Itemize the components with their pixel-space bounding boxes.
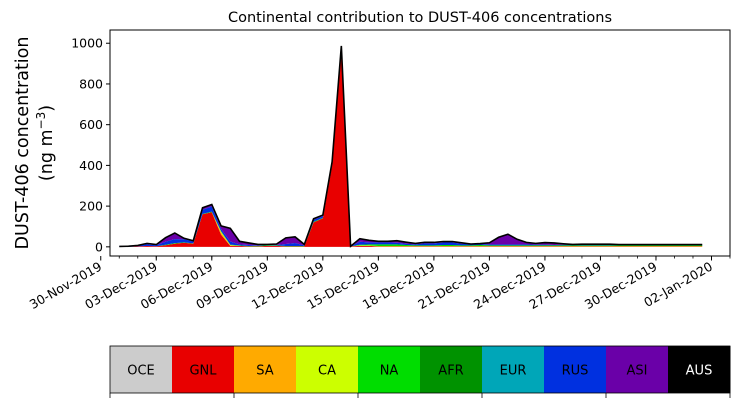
legend-frame xyxy=(109,345,731,394)
y-tick-label: 800 xyxy=(79,76,103,91)
legend-label: RUS xyxy=(562,364,589,379)
area-gnl xyxy=(119,51,703,247)
stacked-areas xyxy=(119,45,703,248)
legend-swatch-asi xyxy=(606,346,669,393)
y-axis: 0 200 400 600 800 1000 xyxy=(71,36,110,254)
legend-swatch-gnl xyxy=(172,346,235,393)
y-tick-label: 600 xyxy=(79,117,103,132)
y-tick-label: 200 xyxy=(79,199,103,214)
legend-label: OCE xyxy=(127,364,155,379)
y-tick-label: 1000 xyxy=(71,36,103,51)
y-axis-label-line2: (ng m−3) xyxy=(34,105,57,181)
legend-label: SA xyxy=(256,364,273,379)
legend-swatch-ca xyxy=(296,346,359,393)
legend-swatch-oce xyxy=(110,346,173,393)
legend-swatch-sa xyxy=(234,346,297,393)
legend-label: EUR xyxy=(500,364,527,379)
y-axis-label-line1: DUST-406 concentration xyxy=(13,37,33,250)
y-tick-label: 0 xyxy=(95,239,103,254)
legend-label: ASI xyxy=(627,364,648,379)
legend: OCE GNL SA CA NA AFR EUR RUS ASI AUS xyxy=(109,345,731,398)
legend-label: GNL xyxy=(189,364,217,379)
legend-label: AUS xyxy=(686,364,713,379)
legend-swatch-afr xyxy=(420,346,483,393)
total-outline xyxy=(119,45,703,248)
legend-label: NA xyxy=(380,364,399,379)
legend-swatch-na xyxy=(358,346,421,393)
legend-swatch-aus xyxy=(668,346,731,393)
legend-label: AFR xyxy=(438,364,463,379)
x-axis: 30-Nov-201903-Dec-201906-Dec-201909-Dec-… xyxy=(27,256,731,312)
y-tick-label: 400 xyxy=(79,158,103,173)
plot-frame xyxy=(109,29,731,257)
y-axis-label: DUST-406 concentration (ng m−3) xyxy=(13,37,57,250)
chart-title: Continental contribution to DUST-406 con… xyxy=(228,10,612,26)
legend-swatch-eur xyxy=(482,346,545,393)
legend-swatch-rus xyxy=(544,346,607,393)
legend-label: CA xyxy=(318,364,336,379)
